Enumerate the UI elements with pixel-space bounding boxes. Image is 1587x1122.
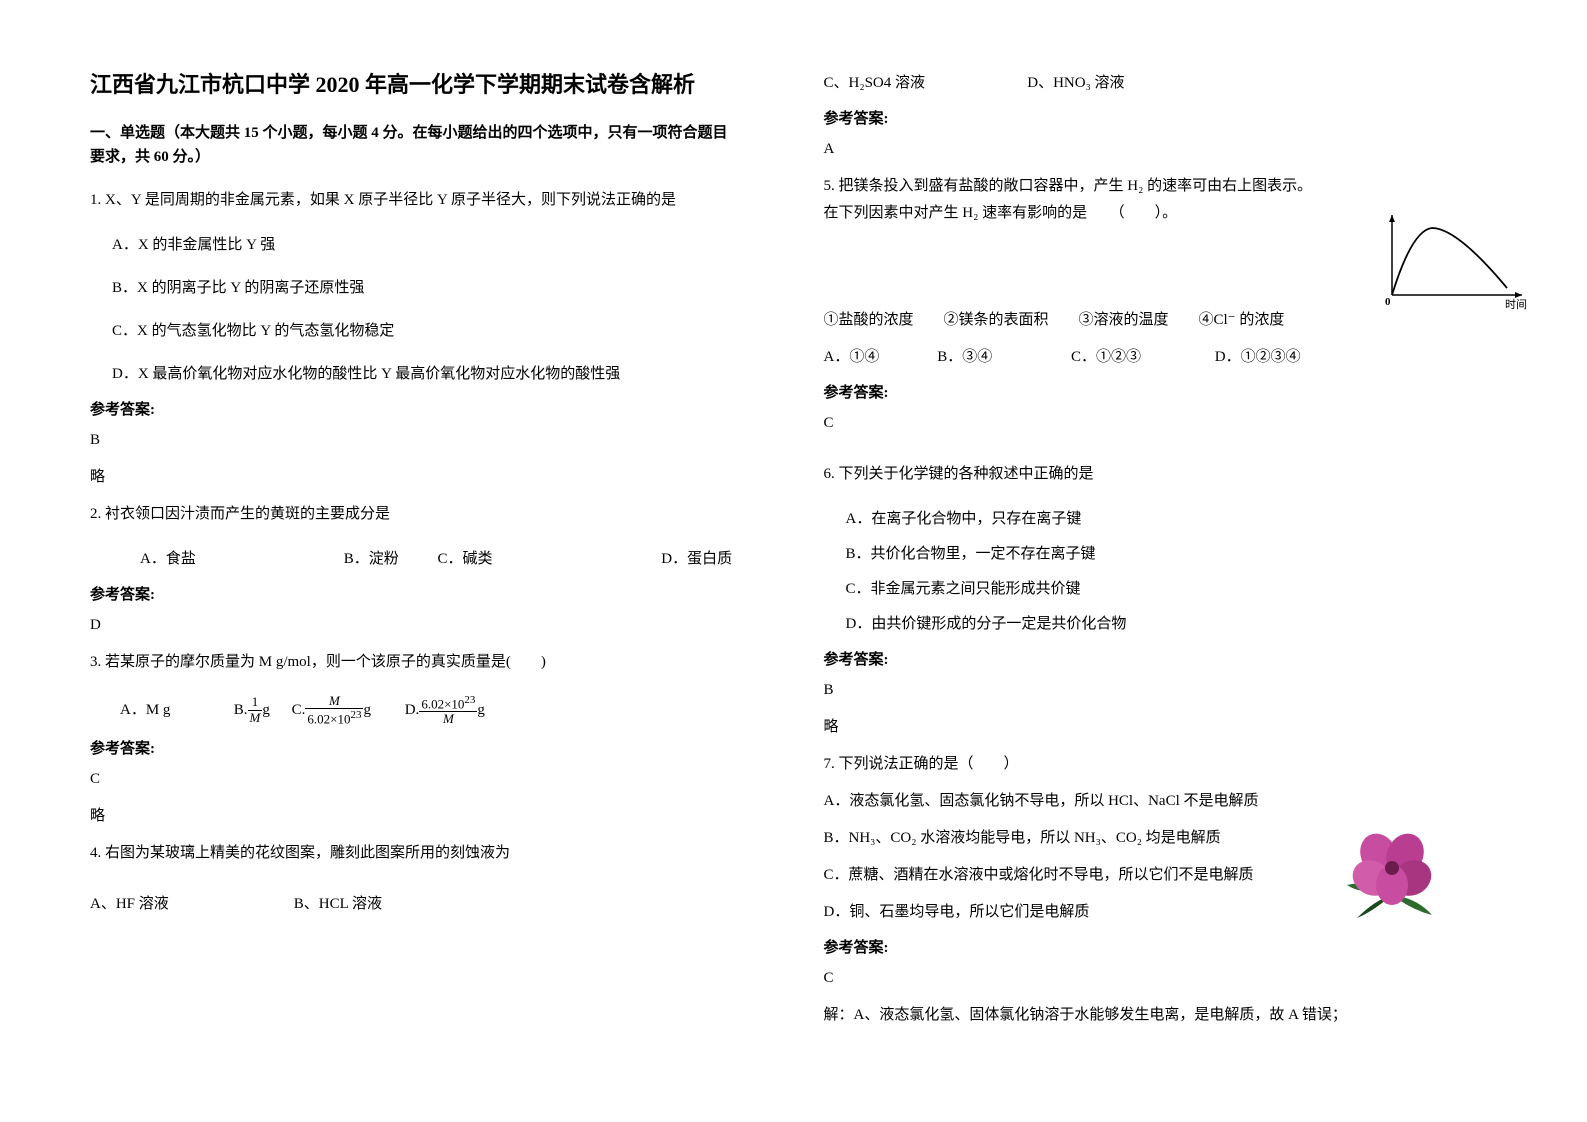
- right-column: C、H₂SO4 溶液 D、HNO₃ 溶液 参考答案: A 5. 把镁条投入到盛有…: [794, 70, 1587, 1039]
- q2-ans-label: 参考答案:: [90, 583, 734, 604]
- q5-ans-label: 参考答案:: [824, 381, 1498, 402]
- q1-note: 略: [90, 464, 734, 491]
- left-column: 江西省九江市杭口中学 2020 年高一化学下学期期末试卷含解析 一、单选题（本大…: [0, 70, 794, 1039]
- q4-opt-d: D、HNO₃ 溶液: [1027, 70, 1124, 97]
- q5-factors: ①盐酸的浓度 ②镁条的表面积 ③溶液的温度 ④Cl⁻ 的浓度: [824, 307, 1498, 334]
- q2-stem: 2. 衬衣领口因汁渍而产生的黄斑的主要成分是: [90, 501, 734, 528]
- q3-stem: 3. 若某原子的摩尔质量为 M g/mol，则一个该原子的真实质量是( ): [90, 649, 734, 676]
- q6-opt-c: C．非金属元素之间只能形成共价键: [824, 576, 1498, 603]
- q4-opts-row2: C、H₂SO4 溶液 D、HNO₃ 溶液: [824, 70, 1498, 97]
- doc-title: 江西省九江市杭口中学 2020 年高一化学下学期期末试卷含解析: [90, 70, 734, 101]
- rate-chart: 0 时间: [1377, 210, 1527, 310]
- q3-opt-d: D.6.02×1023M g: [405, 694, 485, 727]
- q5-opt-c: C．①②③: [1071, 344, 1211, 371]
- q3-opt-c: C.M6.02×1023 g: [292, 694, 371, 727]
- q5-opt-d: D．①②③④: [1215, 344, 1301, 371]
- q2-opt-b: B．淀粉: [344, 546, 434, 573]
- q6-opt-d: D．由共价键形成的分子一定是共价化合物: [824, 611, 1498, 638]
- q3-note: 略: [90, 803, 734, 830]
- q1-opt-c: C．X 的气态氢化物比 Y 的气态氢化物稳定: [90, 318, 734, 345]
- q6-ans: B: [824, 677, 1498, 704]
- q6-opt-b: B．共价化合物里，一定不存在离子键: [824, 541, 1498, 568]
- q3-opt-b: B.1M g: [234, 695, 270, 725]
- q2-opt-c: C．碱类: [438, 546, 658, 573]
- q7-stem: 7. 下列说法正确的是（ ）: [824, 751, 1498, 778]
- q2-opt-a: A．食盐: [140, 546, 340, 573]
- q5-opt-a: A．①④: [824, 344, 934, 371]
- q1-opt-a: A．X 的非金属性比 Y 强: [90, 232, 734, 259]
- q4-stem: 4. 右图为某玻璃上精美的花纹图案，雕刻此图案所用的刻蚀液为: [90, 840, 734, 867]
- q6-note: 略: [824, 714, 1498, 741]
- q1-ans-label: 参考答案:: [90, 398, 734, 419]
- svg-text:0: 0: [1385, 296, 1391, 308]
- q3-ans-label: 参考答案:: [90, 737, 734, 758]
- q7-opt-a: A．液态氯化氢、固态氯化钠不导电，所以 HCl、NaCl 不是电解质: [824, 788, 1498, 815]
- q2-opts: A．食盐 B．淀粉 C．碱类 D．蛋白质: [90, 546, 734, 573]
- q5-opt-b: B．③④: [937, 344, 1067, 371]
- q4-opts-row1: A、HF 溶液 B、HCL 溶液: [90, 891, 734, 918]
- q4-opt-c: C、H₂SO4 溶液: [824, 70, 1024, 97]
- q5-opts: A．①④ B．③④ C．①②③ D．①②③④: [824, 344, 1498, 371]
- q2-ans: D: [90, 612, 734, 639]
- q4-ans-label: 参考答案:: [824, 107, 1498, 128]
- q6-stem: 6. 下列关于化学键的各种叙述中正确的是: [824, 461, 1498, 488]
- q1-opt-d: D．X 最高价氧化物对应水化物的酸性比 Y 最高价氧化物对应水化物的酸性强: [90, 361, 734, 388]
- section-intro: 一、单选题（本大题共 15 个小题，每小题 4 分。在每小题给出的四个选项中，只…: [90, 121, 734, 169]
- q6-ans-label: 参考答案:: [824, 648, 1498, 669]
- q7-opt-b: B．NH₃、CO₂ 水溶液均能导电，所以 NH₃、CO₂ 均是电解质: [824, 825, 1498, 852]
- q1-ans: B: [90, 427, 734, 454]
- q2-opt-d: D．蛋白质: [661, 546, 732, 573]
- q3-opt-a: A．M g: [120, 697, 230, 724]
- chart-xlabel: 时间: [1505, 298, 1527, 310]
- q7-ans: C: [824, 965, 1498, 992]
- q1-stem: 1. X、Y 是同周期的非金属元素，如果 X 原子半径比 Y 原子半径大，则下列…: [90, 187, 734, 214]
- q5-ans: C: [824, 410, 1498, 437]
- q7-ans-label: 参考答案:: [824, 936, 1498, 957]
- q4-opt-a: A、HF 溶液: [90, 891, 290, 918]
- q4-opt-b: B、HCL 溶液: [294, 891, 382, 918]
- q3-ans: C: [90, 766, 734, 793]
- q6-opt-a: A．在离子化合物中，只存在离子键: [824, 506, 1498, 533]
- q1-opt-b: B．X 的阴离子比 Y 的阴离子还原性强: [90, 275, 734, 302]
- q7-opt-c: C．蔗糖、酒精在水溶液中或熔化时不导电，所以它们不是电解质: [824, 862, 1498, 889]
- q3-opts: A．M g B.1M g C.M6.02×1023 g D.6.02×1023M…: [90, 694, 734, 727]
- q7-expl: 解：A、液态氯化氢、固体氯化钠溶于水能够发生电离，是电解质，故 A 错误；: [824, 1002, 1498, 1029]
- q7-opt-d: D．铜、石墨均导电，所以它们是电解质: [824, 899, 1498, 926]
- q4-ans: A: [824, 136, 1498, 163]
